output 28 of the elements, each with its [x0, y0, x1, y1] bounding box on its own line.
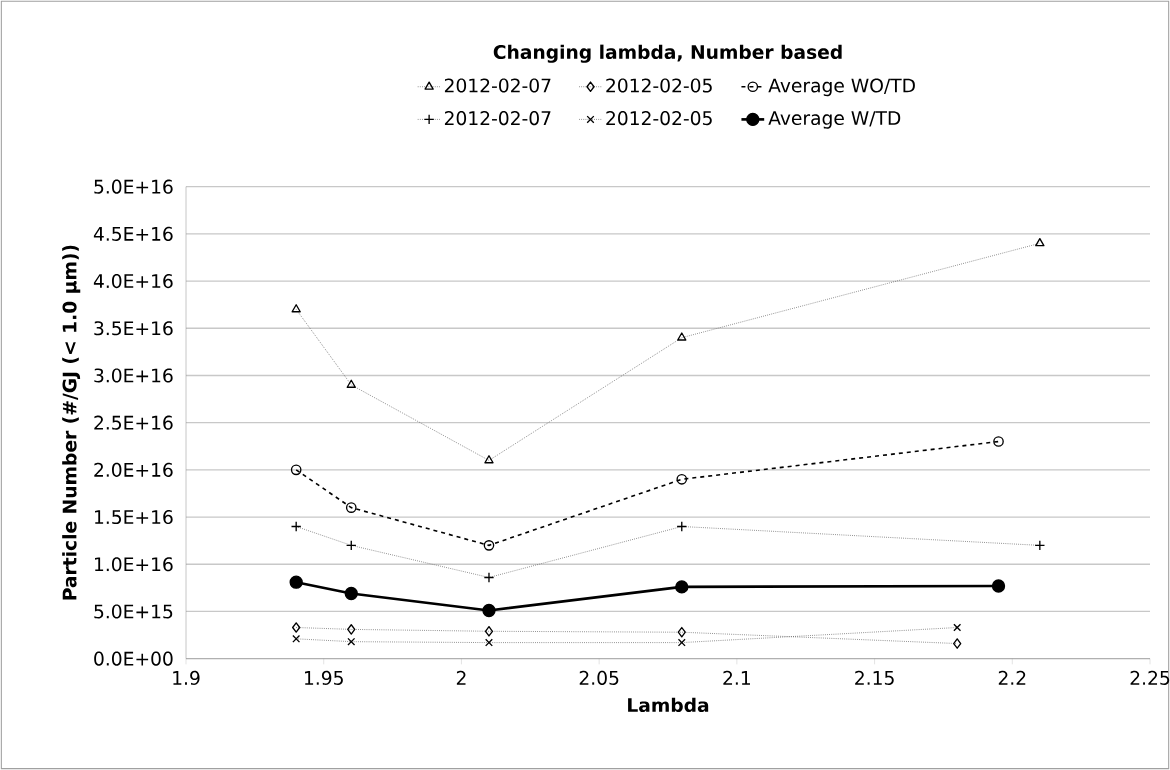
x-tick-label: 1.95 — [304, 670, 343, 685]
y-tick-label: 5.0E+15 — [94, 604, 173, 619]
legend-label: 2012-02-07 — [444, 78, 551, 93]
y-tick-label: 3.5E+16 — [94, 321, 173, 336]
x-tick-label: 1.9 — [173, 670, 200, 685]
y-axis-title: Particle Number (#/GJ (< 1.0 µm)) — [62, 245, 81, 600]
legend-label: 2012-02-07 — [444, 111, 551, 126]
y-tick-label: 2.0E+16 — [94, 462, 173, 477]
y-tick-label: 3.0E+16 — [94, 368, 173, 383]
y-tick-label: 4.0E+16 — [93, 273, 173, 289]
x-tick-label: 2.25 — [1130, 670, 1170, 685]
x-tick-label: 2.15 — [855, 670, 894, 685]
y-tick-label: 1.5E+16 — [95, 509, 173, 525]
y-tick-label: 1.0E+16 — [95, 557, 173, 572]
legend-label: 2012-02-05 — [606, 111, 712, 126]
y-tick-label: 5.0E+16 — [94, 179, 173, 194]
y-tick-label: 2.5E+16 — [94, 415, 173, 430]
legend-label: Average W/TD — [768, 111, 901, 129]
x-tick-label: 2.1 — [723, 670, 750, 685]
x-tick-label: 2.2 — [998, 670, 1026, 685]
y-tick-label: 0.0E+00 — [94, 651, 173, 666]
legend-label: 2012-02-05 — [606, 78, 712, 93]
legend-label: Average WO/TD — [768, 78, 915, 97]
x-axis-title: Lambda — [628, 697, 709, 713]
y-tick-label: 4.5E+16 — [93, 226, 173, 241]
x-tick-label: 2.05 — [579, 670, 619, 685]
x-tick-label: 2 — [456, 670, 466, 685]
chart-title: Changing lambda, Number based — [493, 44, 842, 63]
